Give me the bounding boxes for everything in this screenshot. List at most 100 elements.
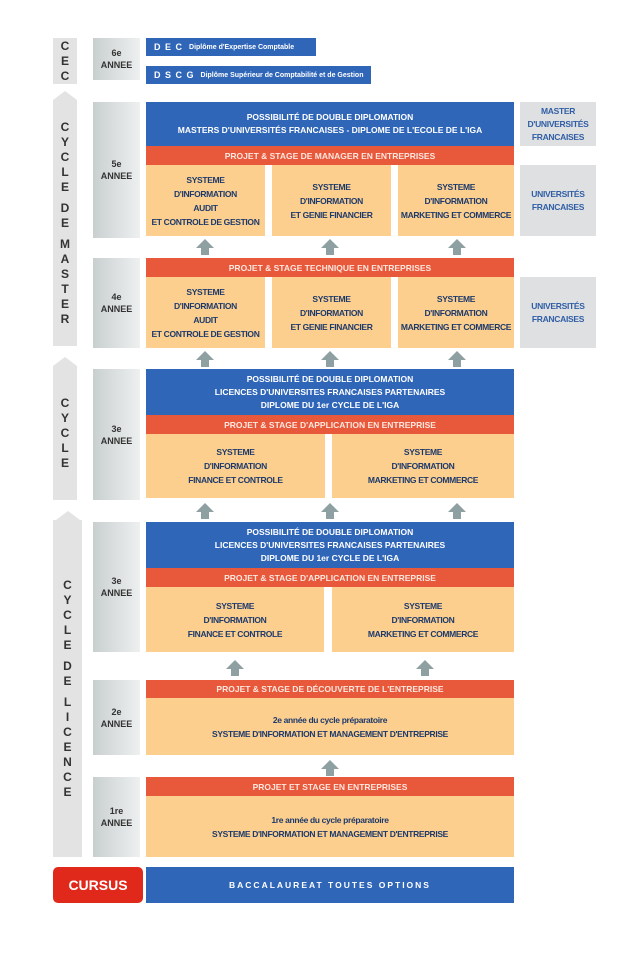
stage-application: PROJET & STAGE D'APPLICATION EN ENTREPRI… bbox=[146, 415, 514, 434]
text-line: Y bbox=[60, 410, 69, 425]
dec-abbr: D E C bbox=[154, 42, 184, 52]
up-arrow-stem bbox=[201, 248, 209, 255]
dscg-label: Diplôme Supérieur de Comptabilité et de … bbox=[200, 71, 364, 79]
year2-body: 2e année du cycle préparatoire SYSTEME D'… bbox=[146, 698, 514, 755]
up-arrow-stem bbox=[231, 669, 239, 676]
text-line: FINANCE ET CONTROLE bbox=[188, 475, 283, 485]
specialty-card-3e-2: SYSTEME D'INFORMATION MARKETING ET COMMERC… bbox=[332, 587, 514, 652]
text-line: ET GENIE FINANCIER bbox=[290, 209, 373, 220]
stage-manager: PROJET & STAGE DE MANAGER EN ENTREPRISES bbox=[146, 146, 514, 165]
year-label-y3a: 3e ANNEE bbox=[93, 369, 140, 500]
text-line: C bbox=[63, 607, 72, 622]
text-line: D'UNIVERSITÉS bbox=[527, 118, 589, 129]
universites-francaises-5e: UNIVERSITÉS FRANCAISES bbox=[520, 165, 596, 236]
text-line: 2e année du cycle préparatoire bbox=[272, 714, 388, 725]
specialty-card-5e: SYSTEME D'INFORMATION MARKETING ET COMMERC… bbox=[398, 165, 514, 236]
cycle-arrow-tip bbox=[53, 357, 77, 366]
text-line: AUDIT bbox=[193, 202, 218, 213]
dscg-bar: D S C G Diplôme Supérieur de Comptabilité… bbox=[146, 66, 371, 84]
up-arrow-icon bbox=[321, 503, 339, 512]
specialty-card-5e: SYSTEME D'INFORMATION AUDIT ET CONTROLE DE … bbox=[146, 165, 265, 236]
year-word: ANNEE bbox=[100, 818, 133, 828]
up-arrow-icon bbox=[321, 760, 339, 769]
text-line: E bbox=[63, 637, 72, 652]
cycle-arrow-tip bbox=[55, 511, 80, 520]
text-line: LICENCES D'UNIVERSITES FRANCAISES PARTEN… bbox=[214, 539, 446, 550]
text-line: I bbox=[65, 709, 70, 724]
text-line: DIPLOME DU 1er CYCLE DE L'IGA bbox=[260, 399, 400, 410]
up-arrow-stem bbox=[421, 669, 429, 676]
text-line: E bbox=[60, 53, 69, 68]
text-line: UNIVERSITÉS bbox=[531, 300, 585, 311]
text-line: E bbox=[60, 179, 69, 194]
text-line: POSSIBILITÉ DE DOUBLE DIPLOMATION bbox=[246, 373, 414, 384]
text-line: SYSTEME bbox=[312, 181, 351, 192]
text-line: C bbox=[60, 119, 70, 134]
year-label-y5: 5e ANNEE bbox=[93, 102, 140, 238]
text-line: T bbox=[61, 281, 69, 296]
double-diplomation-licence-2: POSSIBILITÉ DE DOUBLE DIPLOMATION LICENCE… bbox=[146, 522, 514, 568]
up-arrow-icon bbox=[416, 660, 434, 669]
text-line: L bbox=[63, 622, 72, 637]
text-line: E bbox=[60, 455, 69, 470]
double-diplomation-licence: POSSIBILITÉ DE DOUBLE DIPLOMATION LICENCE… bbox=[146, 369, 514, 415]
text-line: E bbox=[60, 296, 69, 311]
text-line: FINANCE ET CONTROLE bbox=[187, 628, 283, 639]
text-line: SYSTEME bbox=[216, 447, 255, 457]
dec-label: Diplôme d'Expertise Comptable bbox=[189, 43, 295, 51]
text-line: C bbox=[60, 38, 70, 53]
year-number: 3e bbox=[111, 423, 122, 434]
text-line: SYSTEME bbox=[215, 600, 255, 611]
baccalaureat-bar: BACCALAUREAT TOUTES OPTIONS bbox=[146, 867, 514, 903]
specialty-card-4e: SYSTEME D'INFORMATION MARKETING ET COMMERC… bbox=[398, 277, 514, 348]
text-line: N bbox=[63, 754, 72, 769]
text-line: LICENCES D'UNIVERSITES FRANCAISES PARTEN… bbox=[214, 386, 446, 397]
year-label-y3b: 3e ANNEE bbox=[93, 522, 140, 652]
text-line: C bbox=[60, 149, 70, 164]
master-universites: MASTER D'UNIVERSITÉS FRANCAISES bbox=[520, 102, 596, 146]
year-label-y2: 2e ANNEE bbox=[93, 680, 140, 755]
text-line: FRANCAISES bbox=[531, 313, 585, 324]
text-line: MASTER bbox=[540, 105, 576, 116]
text-line: SYSTEME bbox=[403, 600, 443, 611]
text-line: D'INFORMATION bbox=[174, 188, 237, 199]
up-arrow-stem bbox=[453, 248, 461, 255]
specialty-card-3e-2: SYSTEME D'INFORMATION FINANCE ET CONTROLE bbox=[146, 587, 324, 652]
up-arrow-stem bbox=[453, 360, 461, 367]
text-line: C bbox=[60, 395, 70, 410]
text-line: 1re année du cycle préparatoire bbox=[271, 814, 389, 825]
text-line: C bbox=[63, 724, 72, 739]
year-label-y6: 6e ANNEE bbox=[93, 38, 140, 80]
specialty-card-3e: SYSTEME D'INFORMATION MARKETING ET COMMERC… bbox=[332, 434, 514, 498]
up-arrow-icon bbox=[196, 503, 214, 512]
text-line: SYSTEME bbox=[436, 293, 476, 304]
year-word: ANNEE bbox=[100, 718, 133, 729]
text-line: D'INFORMATION bbox=[391, 614, 455, 625]
year-number: 1re bbox=[109, 806, 124, 816]
double-diplomation-master: POSSIBILITÉ DE DOUBLE DIPLOMATION MASTERS… bbox=[146, 102, 514, 146]
text-line: S bbox=[60, 266, 69, 281]
text-line: SYSTEME bbox=[436, 181, 476, 192]
year-word: ANNEE bbox=[100, 435, 133, 446]
year-word: ANNEE bbox=[100, 588, 133, 598]
cycle-arrow-tip bbox=[53, 91, 77, 100]
text-line: C bbox=[63, 769, 72, 784]
text-line: POSSIBILITÉ DE DOUBLE DIPLOMATION bbox=[246, 112, 414, 122]
text-line: C bbox=[60, 68, 70, 83]
year-number: 5e bbox=[111, 159, 122, 169]
year-word: ANNEE bbox=[100, 60, 133, 70]
stage-decouverte: PROJET & STAGE DE DÉCOUVERTE DE L'ENTREP… bbox=[146, 680, 514, 698]
up-arrow-icon bbox=[196, 351, 214, 360]
text-line: SYSTEME bbox=[186, 286, 225, 297]
text-line: D'INFORMATION bbox=[300, 195, 363, 206]
text-line: MARKETING ET COMMERCE bbox=[400, 321, 512, 332]
up-arrow-icon bbox=[226, 660, 244, 669]
text-line: ET GENIE FINANCIER bbox=[290, 321, 373, 332]
year-label-y1: 1re ANNEE bbox=[93, 777, 140, 857]
year-number: 6e bbox=[111, 48, 122, 58]
text-line: MARKETING ET COMMERCE bbox=[400, 209, 512, 220]
text-line: C bbox=[60, 425, 70, 440]
